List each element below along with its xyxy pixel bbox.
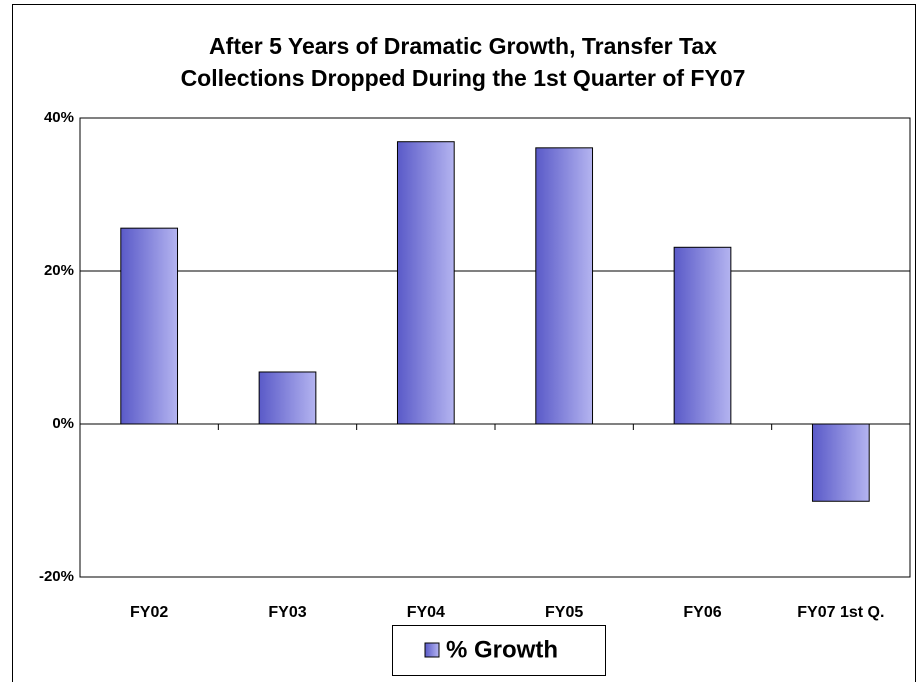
title-line: Collections Dropped During the 1st Quart… <box>181 65 746 91</box>
bar <box>258 371 317 425</box>
bar <box>535 147 594 425</box>
y-tick-label: 40% <box>44 109 74 126</box>
x-tick-label: FY07 1st Q. <box>797 604 884 621</box>
title-line: After 5 Years of Dramatic Growth, Transf… <box>209 33 717 59</box>
chart-title: After 5 Years of Dramatic Growth, Transf… <box>181 33 746 91</box>
y-tick-label: -20% <box>39 568 74 585</box>
bar <box>811 423 870 502</box>
plot-area <box>79 117 911 578</box>
x-tick-label: FY06 <box>683 604 721 621</box>
bar <box>120 227 179 425</box>
legend-swatch <box>424 642 440 658</box>
x-tick-label: FY04 <box>407 604 445 621</box>
bar <box>396 141 455 425</box>
x-tick-label: FY05 <box>545 604 583 621</box>
y-tick-label: 0% <box>52 415 74 432</box>
x-tick-label: FY03 <box>268 604 306 621</box>
x-tick-label: FY02 <box>130 604 168 621</box>
y-tick-label: 20% <box>44 262 74 279</box>
bar <box>673 246 732 425</box>
legend-label: % Growth <box>446 636 558 663</box>
